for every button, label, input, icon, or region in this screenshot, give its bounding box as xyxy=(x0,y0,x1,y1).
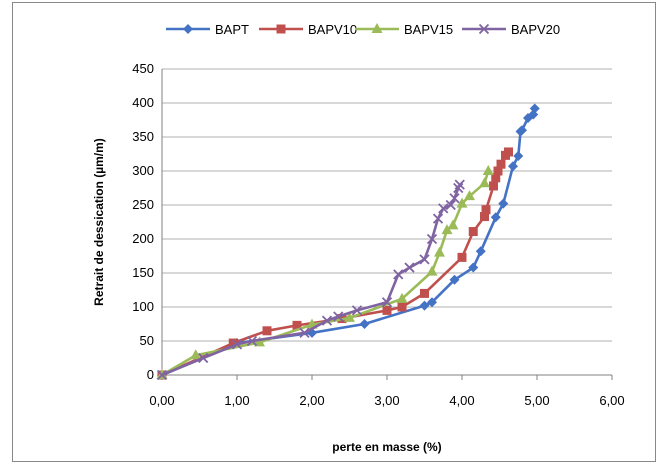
y-tick-label: 450 xyxy=(132,61,154,76)
x-axis-title: perte en masse (%) xyxy=(332,440,441,454)
data-point-bapv10 xyxy=(480,212,489,222)
data-point-bapv15 xyxy=(464,190,475,201)
legend-marker-bapt xyxy=(183,24,193,34)
data-point-bapv10 xyxy=(504,147,513,157)
data-point-bapv15 xyxy=(447,219,459,230)
x-tick-label: 4,00 xyxy=(449,393,474,408)
data-point-bapv20 xyxy=(231,339,243,350)
data-point-bapv15 xyxy=(434,246,445,257)
legend-marker-bapv20 xyxy=(478,23,490,35)
data-point-bapv10 xyxy=(468,227,478,237)
data-point-bapv10 xyxy=(228,338,238,348)
data-point-bapv20 xyxy=(419,254,430,265)
data-point-bapv10 xyxy=(397,302,407,312)
data-point-bapv10 xyxy=(457,252,467,262)
data-point-bapt xyxy=(468,262,479,273)
data-point-bapv15 xyxy=(396,292,408,303)
data-point-bapt xyxy=(475,246,486,257)
data-point-bapv15 xyxy=(344,311,355,322)
data-point-bapv15 xyxy=(426,265,438,276)
data-point-bapv15 xyxy=(441,224,453,235)
data-point-bapt xyxy=(427,297,437,308)
legend-marker-bapv15 xyxy=(371,23,383,33)
data-point-bapv10 xyxy=(493,166,503,176)
data-point-bapv20 xyxy=(299,327,310,338)
data-point-bapv20 xyxy=(333,311,344,322)
data-point-bapt xyxy=(359,319,370,329)
data-point-bapv10 xyxy=(382,305,392,315)
x-tick-label: 0,00 xyxy=(149,393,174,408)
x-tick-label: 1,00 xyxy=(224,393,249,408)
data-point-bapv20 xyxy=(393,269,404,280)
data-point-bapv15 xyxy=(479,177,490,188)
data-point-bapt xyxy=(449,274,460,285)
y-tick-label: 100 xyxy=(132,299,154,314)
x-tick-label: 6,00 xyxy=(599,393,624,408)
data-point-bapv20 xyxy=(438,203,449,214)
data-point-bapv20 xyxy=(246,335,258,347)
legend-label-bapv15: BAPV15 xyxy=(404,22,453,37)
data-point-bapt xyxy=(517,125,527,136)
y-tick-label: 50 xyxy=(140,333,154,348)
data-point-bapt xyxy=(419,300,430,311)
data-point-bapv20 xyxy=(449,193,460,204)
data-point-bapv20 xyxy=(321,315,333,326)
y-tick-label: 300 xyxy=(132,163,154,178)
y-tick-label: 400 xyxy=(132,95,154,110)
legend-label-bapv10: BAPV10 xyxy=(308,22,357,37)
series-line-bapv20 xyxy=(161,184,461,377)
legend-label-bapt: BAPT xyxy=(215,22,249,37)
y-axis-title: Retrait de dessication (µm/m) xyxy=(92,138,106,306)
y-tick-label: 200 xyxy=(132,231,154,246)
data-point-bapv20 xyxy=(432,213,444,224)
data-point-bapt xyxy=(490,212,501,223)
x-tick-label: 3,00 xyxy=(374,393,399,408)
data-point-bapv20 xyxy=(156,369,168,381)
data-point-bapv10 xyxy=(489,181,498,191)
data-point-bapv15 xyxy=(482,165,494,175)
legend-marker-bapv10 xyxy=(276,24,286,34)
data-point-bapv20 xyxy=(445,199,456,211)
data-point-bapv20 xyxy=(454,179,465,190)
series-line-bapt xyxy=(161,108,537,377)
x-tick-label: 2,00 xyxy=(299,393,324,408)
data-point-bapv10 xyxy=(262,326,272,336)
data-point-bapt xyxy=(508,161,518,172)
data-point-bapt xyxy=(498,198,509,209)
data-point-bapv15 xyxy=(254,336,265,347)
data-point-bapv15 xyxy=(190,349,202,360)
data-point-bapv20 xyxy=(404,262,415,273)
y-tick-label: 150 xyxy=(132,265,154,280)
data-point-bapv10 xyxy=(420,288,429,298)
legend-label-bapv20: BAPV20 xyxy=(511,22,560,37)
data-point-bapt xyxy=(513,151,524,162)
y-tick-label: 350 xyxy=(132,129,154,144)
data-point-bapt xyxy=(529,103,540,114)
data-point-bapv20 xyxy=(198,352,209,364)
x-tick-label: 5,00 xyxy=(524,393,549,408)
y-tick-label: 0 xyxy=(147,367,154,382)
data-point-bapv20 xyxy=(426,233,438,245)
data-point-bapv20 xyxy=(381,297,393,308)
data-point-bapv10 xyxy=(481,205,491,215)
data-point-bapv10 xyxy=(496,159,506,169)
data-point-bapv10 xyxy=(491,173,501,183)
data-point-bapv15 xyxy=(456,197,468,208)
y-tick-label: 250 xyxy=(132,197,154,212)
data-point-bapv20 xyxy=(351,305,363,316)
data-point-bapv10 xyxy=(292,320,302,330)
chart-frame xyxy=(12,2,656,462)
